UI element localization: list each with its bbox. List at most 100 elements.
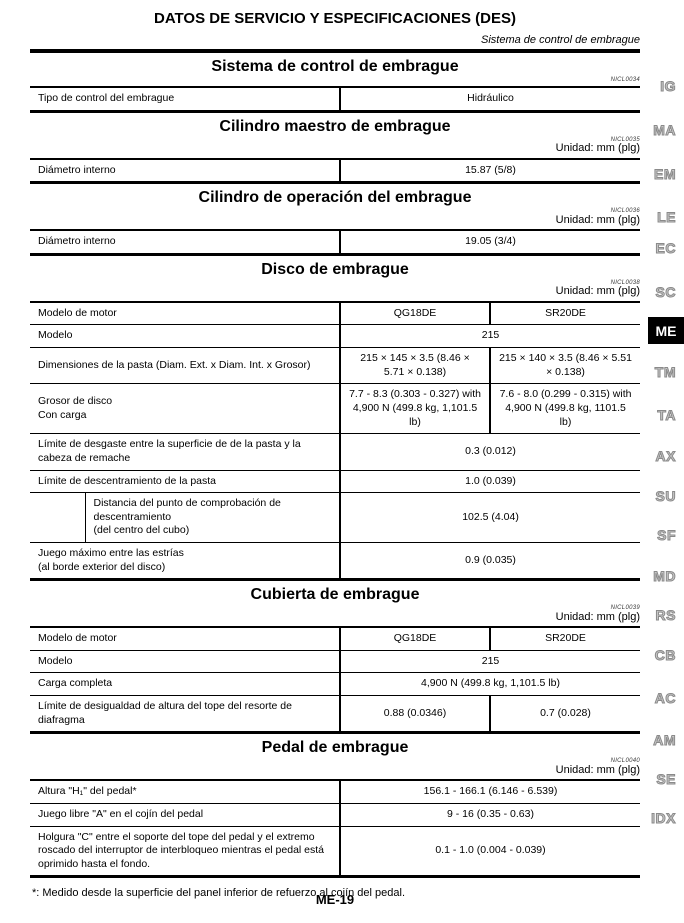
unit-label: Unidad: mm (plg) bbox=[555, 142, 640, 155]
sidebar-tab-su[interactable]: SU bbox=[655, 488, 676, 505]
spec-label: Modelo bbox=[30, 324, 341, 348]
spec-value-qg18de: QG18DE bbox=[339, 301, 491, 325]
table-row: Modelo 215 bbox=[30, 324, 641, 348]
spec-label: Modelo de motor bbox=[30, 626, 340, 651]
spec-label: Modelo de motor bbox=[30, 301, 341, 325]
section-meta: NICL0035 Unidad: mm (plg) bbox=[30, 137, 640, 155]
header-rule bbox=[30, 49, 640, 53]
table-row: Modelo 215 bbox=[30, 649, 640, 673]
spec-label: Diámetro interno bbox=[30, 229, 340, 255]
thumb-index-sidebar: IG MA EM LE EC SC ME TM TA AX SU SF MD R… bbox=[640, 0, 684, 923]
sidebar-tab-me-active[interactable]: ME bbox=[648, 317, 684, 344]
table-row: Tipo de control del embrague Hidráulico bbox=[30, 86, 640, 112]
table-row: Grosor de disco Con carga 7.7 - 8.3 (0.3… bbox=[30, 383, 641, 434]
sidebar-tab-cb[interactable]: CB bbox=[654, 647, 676, 664]
disco-table: Modelo de motor QG18DE SR20DE Modelo 215… bbox=[30, 300, 641, 582]
spec-value: 4,900 N (499.8 kg, 1,101.5 lb) bbox=[339, 672, 640, 696]
section-code: NICL0036 bbox=[610, 208, 640, 215]
spec-value: 0.3 (0.012) bbox=[339, 433, 641, 471]
spec-sublabel: Distancia del punto de comprobación de d… bbox=[84, 492, 341, 543]
cilindro-operacion-table: Diámetro interno 19.05 (3/4) bbox=[30, 229, 640, 256]
page-number: ME-19 bbox=[315, 892, 355, 907]
label-line: Grosor de disco bbox=[38, 395, 113, 408]
spec-value-qg18de: 7.7 - 8.3 (0.303 - 0.327) with 4,900 N (… bbox=[339, 383, 491, 434]
sidebar-tab-ec[interactable]: EC bbox=[655, 240, 676, 257]
spec-value-sr20de: 215 × 140 × 3.5 (8.46 × 5.51 × 0.138) bbox=[489, 347, 641, 384]
sidebar-tab-ax[interactable]: AX bbox=[655, 448, 676, 465]
table-row: Diámetro interno 15.87 (5/8) bbox=[30, 158, 640, 183]
table-row: Modelo de motor QG18DE SR20DE bbox=[30, 626, 640, 651]
section-code: NICL0039 bbox=[610, 605, 640, 612]
footnote: *: Medido desde la superficie del panel … bbox=[32, 887, 406, 900]
section-title-cilindro-maestro: Cilindro maestro de embrague bbox=[219, 117, 451, 135]
page-title: DATOS DE SERVICIO Y ESPECIFICACIONES (DE… bbox=[153, 10, 517, 27]
spec-value-sr20de: 7.6 - 8.0 (0.299 - 0.315) with 4,900 N (… bbox=[489, 383, 641, 434]
spec-label: Límite de desgaste entre la superficie d… bbox=[30, 433, 341, 471]
table-row: Juego libre "A" en el cojín del pedal 9 … bbox=[30, 802, 640, 827]
sidebar-tab-le[interactable]: LE bbox=[657, 209, 676, 226]
sidebar-tab-ta[interactable]: TA bbox=[657, 407, 676, 424]
spec-value: 215 bbox=[339, 649, 640, 673]
spec-value-qg18de: QG18DE bbox=[339, 626, 490, 651]
sidebar-tab-ma[interactable]: MA bbox=[653, 122, 676, 139]
sidebar-tab-rs[interactable]: RS bbox=[655, 607, 676, 624]
sidebar-tab-ig[interactable]: IG bbox=[660, 78, 676, 95]
label-line: Con carga bbox=[38, 408, 87, 421]
sidebar-tab-sc[interactable]: SC bbox=[655, 284, 676, 301]
section-code: NICL0038 bbox=[610, 279, 640, 286]
spec-label: Juego máximo entre las estrías (al borde… bbox=[30, 542, 341, 580]
spec-label: Holgura "C" entre el soporte del tope de… bbox=[30, 825, 340, 877]
section-title-sistema-control: Sistema de control de embrague bbox=[211, 58, 459, 75]
label-line: Juego máximo entre las estrías bbox=[38, 547, 184, 560]
spec-label: Tipo de control del embrague bbox=[30, 86, 340, 112]
sistema-control-table: Tipo de control del embrague Hidráulico bbox=[30, 86, 640, 113]
spec-value-sr20de: SR20DE bbox=[489, 626, 640, 651]
page-content: DATOS DE SERVICIO Y ESPECIFICACIONES (DE… bbox=[30, 0, 641, 900]
spec-value: 1.0 (0.039) bbox=[339, 469, 641, 493]
spec-label: Altura "H₁" del pedal* bbox=[30, 779, 340, 804]
sidebar-tab-md[interactable]: MD bbox=[653, 568, 676, 585]
spec-value-sr20de: 0.7 (0.028) bbox=[489, 695, 640, 733]
table-row: Límite de descentramiento de la pasta 1.… bbox=[30, 469, 641, 493]
section-title-pedal: Pedal de embrague bbox=[261, 739, 409, 757]
sidebar-tab-tm[interactable]: TM bbox=[654, 364, 676, 381]
sidebar-tab-se[interactable]: SE bbox=[656, 771, 676, 788]
section-meta: NICL0034 bbox=[30, 77, 640, 83]
unit-label: Unidad: mm (plg) bbox=[555, 610, 640, 623]
spec-value: 0.1 - 1.0 (0.004 - 0.039) bbox=[339, 825, 640, 877]
table-row: Juego máximo entre las estrías (al borde… bbox=[30, 542, 641, 580]
spec-value-qg18de: 0.88 (0.0346) bbox=[339, 695, 490, 733]
pedal-table: Altura "H₁" del pedal* 156.1 - 166.1 (6.… bbox=[30, 779, 640, 879]
table-row: Holgura "C" entre el soporte del tope de… bbox=[30, 825, 640, 877]
spec-value: Hidráulico bbox=[339, 86, 640, 112]
table-row-indented: Distancia del punto de comprobación de d… bbox=[30, 492, 641, 543]
table-row: Límite de desgaste entre la superficie d… bbox=[30, 433, 641, 471]
section-meta: NICL0038 Unidad: mm (plg) bbox=[30, 280, 640, 298]
spec-label: Carga completa bbox=[30, 672, 340, 696]
section-title-disco: Disco de embrague bbox=[261, 260, 409, 278]
section-code: NICL0034 bbox=[610, 77, 640, 83]
table-row: Diámetro interno 19.05 (3/4) bbox=[30, 229, 640, 255]
spec-value: 19.05 (3/4) bbox=[339, 229, 640, 255]
spec-value-qg18de: 215 × 145 × 3.5 (8.46 × 5.71 × 0.138) bbox=[339, 347, 491, 384]
unit-label: Unidad: mm (plg) bbox=[555, 285, 640, 298]
label-line: (del centro del cubo) bbox=[93, 524, 190, 537]
sidebar-tab-idx[interactable]: IDX bbox=[651, 810, 676, 827]
spec-label: Diámetro interno bbox=[30, 158, 340, 183]
section-meta: NICL0039 Unidad: mm (plg) bbox=[30, 605, 640, 623]
spec-value: 9 - 16 (0.35 - 0.63) bbox=[339, 802, 640, 827]
running-head: Sistema de control de embrague bbox=[481, 34, 640, 46]
section-title-cilindro-operacion: Cilindro de operación del embrague bbox=[198, 189, 472, 207]
table-row: Límite de desigualdad de altura del tope… bbox=[30, 695, 640, 733]
spec-label: Modelo bbox=[30, 649, 340, 673]
sidebar-tab-sf[interactable]: SF bbox=[657, 527, 676, 544]
section-meta: NICL0036 Unidad: mm (plg) bbox=[30, 208, 640, 226]
sidebar-tab-ac[interactable]: AC bbox=[654, 690, 676, 707]
table-row: Altura "H₁" del pedal* 156.1 - 166.1 (6.… bbox=[30, 779, 640, 804]
sidebar-tab-em[interactable]: EM bbox=[654, 166, 677, 183]
spec-value: 215 bbox=[339, 324, 641, 348]
sidebar-tab-am[interactable]: AM bbox=[653, 732, 676, 749]
unit-label: Unidad: mm (plg) bbox=[555, 213, 640, 226]
spec-value: 156.1 - 166.1 (6.146 - 6.539) bbox=[339, 779, 640, 804]
spec-label: Juego libre "A" en el cojín del pedal bbox=[30, 802, 340, 827]
